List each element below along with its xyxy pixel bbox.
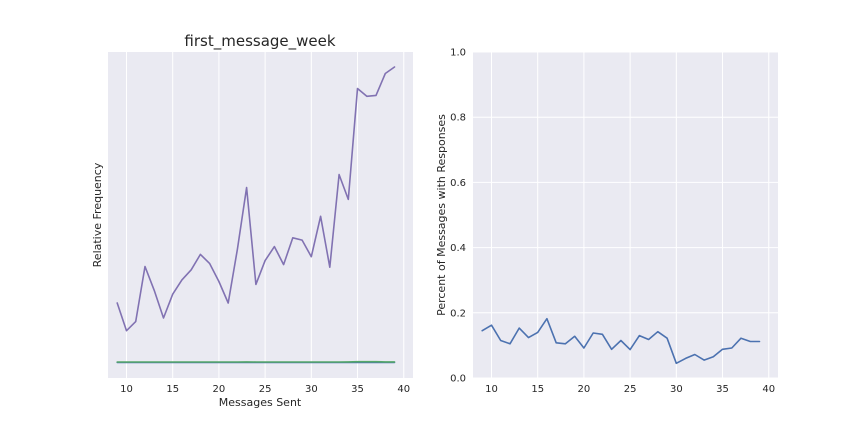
- right-x-tick-label: 25: [624, 384, 637, 395]
- right-y-tick-label: 0.4: [450, 243, 466, 254]
- left-plot-background: [108, 52, 413, 378]
- left-grid: [125, 52, 405, 378]
- right-plot-background: [473, 52, 778, 378]
- left-x-tick-label: 10: [120, 384, 133, 395]
- right-y-tick-label: 0.8: [450, 113, 466, 124]
- left-chart: 10 15 20 25 30 35 40 first_message_week Messag…: [91, 32, 413, 409]
- right-y-ticks: 0.0 0.2 0.4 0.6 0.8 1.0: [450, 48, 466, 385]
- right-y-tick-label: 0.2: [450, 308, 466, 319]
- right-series: [481, 317, 761, 365]
- right-x-tick-label: 40: [762, 384, 775, 395]
- left-series: [116, 66, 396, 364]
- left-series-line-0: [116, 66, 396, 332]
- right-x-tick-label: 10: [485, 384, 498, 395]
- left-x-axis-label: Messages Sent: [219, 396, 302, 409]
- left-y-axis-label: Relative Frequency: [91, 162, 104, 267]
- right-x-tick-label: 20: [578, 384, 591, 395]
- left-x-tick-label: 40: [397, 384, 410, 395]
- right-x-ticks: 10 15 20 25 30 35 40: [485, 384, 775, 395]
- right-grid: [473, 51, 778, 379]
- left-x-tick-label: 15: [166, 384, 179, 395]
- right-x-tick-label: 15: [531, 384, 544, 395]
- left-x-tick-label: 25: [259, 384, 272, 395]
- right-x-tick-label: 30: [670, 384, 683, 395]
- right-y-tick-label: 0.0: [450, 374, 466, 385]
- right-chart: 10 15 20 25 30 35 40 0.0 0.2 0.4 0.6 0.8 1.0 Percen…: [435, 48, 778, 395]
- right-series-line-0: [481, 317, 761, 365]
- left-x-tick-label: 35: [351, 384, 364, 395]
- right-x-tick-label: 35: [716, 384, 729, 395]
- right-y-axis-label: Percent of Messages with Responses: [435, 114, 448, 316]
- right-y-tick-label: 0.6: [450, 178, 466, 189]
- right-y-tick-label: 1.0: [450, 48, 466, 59]
- left-x-tick-label: 30: [305, 384, 318, 395]
- left-x-tick-label: 20: [213, 384, 226, 395]
- left-x-ticks: 10 15 20 25 30 35 40: [120, 384, 410, 395]
- left-chart-title: first_message_week: [184, 32, 335, 51]
